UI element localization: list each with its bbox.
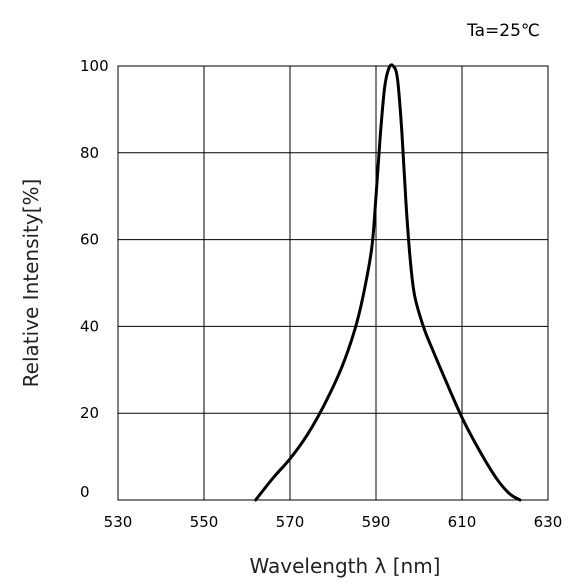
x-axis-title: Wavelength λ [nm] bbox=[250, 554, 441, 578]
y-tick-label: 60 bbox=[80, 231, 99, 249]
y-tick-label: 0 bbox=[80, 483, 90, 501]
grid-lines bbox=[118, 66, 548, 500]
y-axis-title: Relative Intensity[%] bbox=[19, 179, 43, 388]
series-line bbox=[254, 63, 522, 502]
x-tick-label: 550 bbox=[190, 513, 219, 531]
x-tick-labels: 530 550 570 590 610 630 bbox=[104, 513, 563, 531]
plot-frame bbox=[117, 65, 549, 501]
y-tick-label: 100 bbox=[80, 57, 109, 75]
x-tick-label: 570 bbox=[276, 513, 305, 531]
y-tick-label: 40 bbox=[80, 317, 99, 335]
y-tick-label: 20 bbox=[80, 404, 99, 422]
x-tick-label: 530 bbox=[104, 513, 133, 531]
temperature-annotation: Ta=25℃ bbox=[466, 21, 540, 41]
y-tick-label: 80 bbox=[80, 144, 99, 162]
x-tick-label: 610 bbox=[448, 513, 477, 531]
x-tick-label: 590 bbox=[362, 513, 391, 531]
y-tick-labels: 0 20 40 60 80 100 bbox=[80, 57, 109, 501]
x-tick-label: 630 bbox=[534, 513, 563, 531]
